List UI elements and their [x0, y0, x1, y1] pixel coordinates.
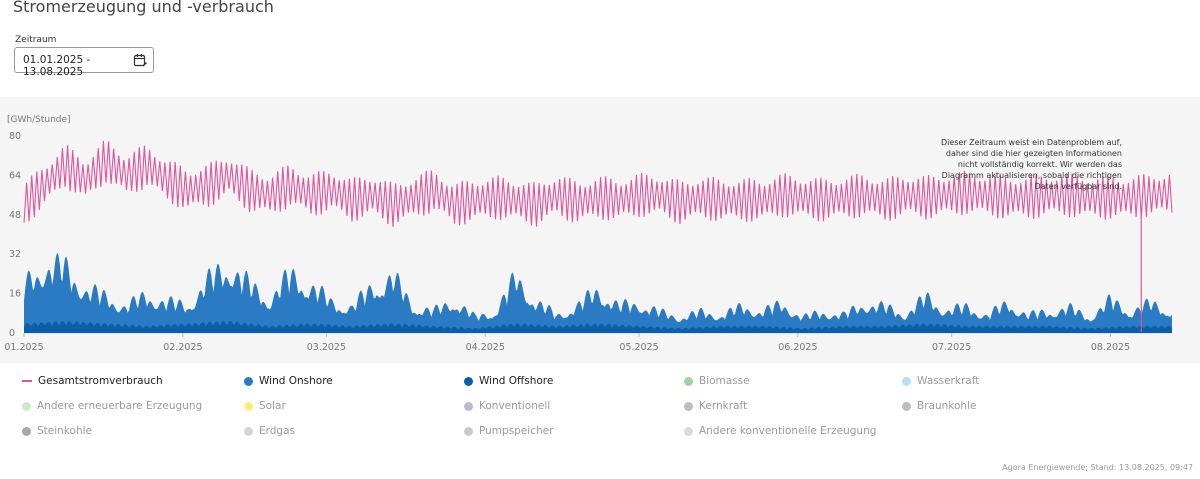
legend-item[interactable]: Andere konventionelle Erzeugung — [684, 425, 876, 437]
legend-swatch — [464, 376, 473, 386]
legend-label: Wind Offshore — [479, 375, 554, 387]
legend-item[interactable]: Erdgas — [244, 425, 295, 437]
date-range-value: 01.01.2025 - 13.08.2025 — [23, 54, 91, 78]
legend-item[interactable]: Wind Offshore — [464, 375, 553, 387]
y-tick-label: 32 — [9, 249, 21, 260]
legend-label: Biomasse — [699, 375, 750, 387]
chart-legend: Gesamtstromverbrauch Wind Onshore Wind Off… — [0, 375, 1200, 455]
date-range-picker[interactable]: 01.01.2025 - 13.08.2025 — [14, 47, 154, 78]
legend-label: Solar — [259, 400, 286, 412]
y-axis-label: [GWh/Stunde] — [7, 115, 71, 125]
y-tick-label: 48 — [9, 210, 21, 221]
legend-swatch — [22, 401, 31, 411]
legend-swatch — [22, 426, 31, 436]
source-footer: Agora Energiewende; Stand: 13.08.2025, 0… — [1002, 463, 1193, 472]
x-tick-label: 07.2025 — [932, 342, 971, 353]
x-tick-label: 02.2025 — [163, 342, 202, 353]
legend-label: Erdgas — [259, 425, 296, 437]
legend-label: Kernkraft — [699, 400, 748, 412]
legend-item[interactable]: Braunkohle — [902, 400, 976, 412]
y-tick-label: 80 — [9, 131, 21, 142]
legend-label: Andere erneuerbare Erzeugung — [37, 400, 203, 412]
legend-label: Gesamtstromverbrauch — [38, 375, 163, 387]
y-tick-label: 16 — [9, 289, 21, 300]
legend-swatch — [244, 376, 253, 386]
legend-swatch — [22, 380, 32, 382]
legend-label: Wasserkraft — [917, 375, 980, 387]
legend-item[interactable]: Gesamtstromverbrauch — [22, 375, 163, 387]
energy-chart: 0 16 32 48 64 80 01.2025 02.2025 03.2025 04.2025 0… — [4, 131, 1173, 353]
legend-label: Konventionell — [479, 400, 551, 412]
legend-item[interactable]: Solar — [244, 400, 286, 412]
legend-item[interactable]: Pumpspeicher — [464, 425, 553, 437]
x-tick-label: 04.2025 — [466, 342, 505, 353]
legend-swatch — [244, 426, 253, 436]
x-tick-label: 08.2025 — [1091, 342, 1130, 353]
y-tick-label: 0 — [9, 328, 15, 339]
calendar-icon — [133, 54, 147, 67]
legend-swatch — [902, 376, 911, 386]
x-tick-label: 06.2025 — [778, 342, 817, 353]
x-tick-label: 01.2025 — [4, 342, 43, 353]
y-tick-label: 64 — [9, 170, 21, 181]
legend-item[interactable]: Andere erneuerbare Erzeugung — [22, 400, 202, 412]
x-tick-label: 03.2025 — [307, 342, 346, 353]
legend-item[interactable]: Wasserkraft — [902, 375, 979, 387]
data-problem-annotation: Dieser Zeitraum weist ein Datenproblem a… — [941, 138, 1122, 191]
legend-swatch — [684, 401, 693, 411]
legend-item[interactable]: Steinkohle — [22, 425, 92, 437]
legend-swatch — [684, 376, 693, 386]
legend-label: Pumpspeicher — [479, 425, 554, 437]
series-area-wind-onshore — [24, 252, 1172, 333]
legend-item[interactable]: Biomasse — [684, 375, 750, 387]
x-tick-label: 05.2025 — [619, 342, 658, 353]
legend-swatch — [902, 401, 911, 411]
legend-label: Braunkohle — [917, 400, 977, 412]
legend-label: Steinkohle — [37, 425, 92, 437]
page-title: Stromerzeugung und -verbrauch — [13, 0, 274, 16]
series-area-wind-offshore — [24, 320, 1172, 333]
legend-item[interactable]: Kernkraft — [684, 400, 747, 412]
legend-swatch — [684, 426, 693, 436]
legend-item[interactable]: Wind Onshore — [244, 375, 333, 387]
legend-label: Andere konventionelle Erzeugung — [699, 425, 877, 437]
legend-swatch — [464, 426, 473, 436]
series-line-gesamtstromverbrauch — [23, 140, 1173, 227]
legend-swatch — [244, 401, 253, 411]
legend-swatch — [464, 401, 473, 411]
legend-label: Wind Onshore — [259, 375, 333, 387]
period-label: Zeitraum — [15, 35, 57, 45]
legend-item[interactable]: Konventionell — [464, 400, 550, 412]
